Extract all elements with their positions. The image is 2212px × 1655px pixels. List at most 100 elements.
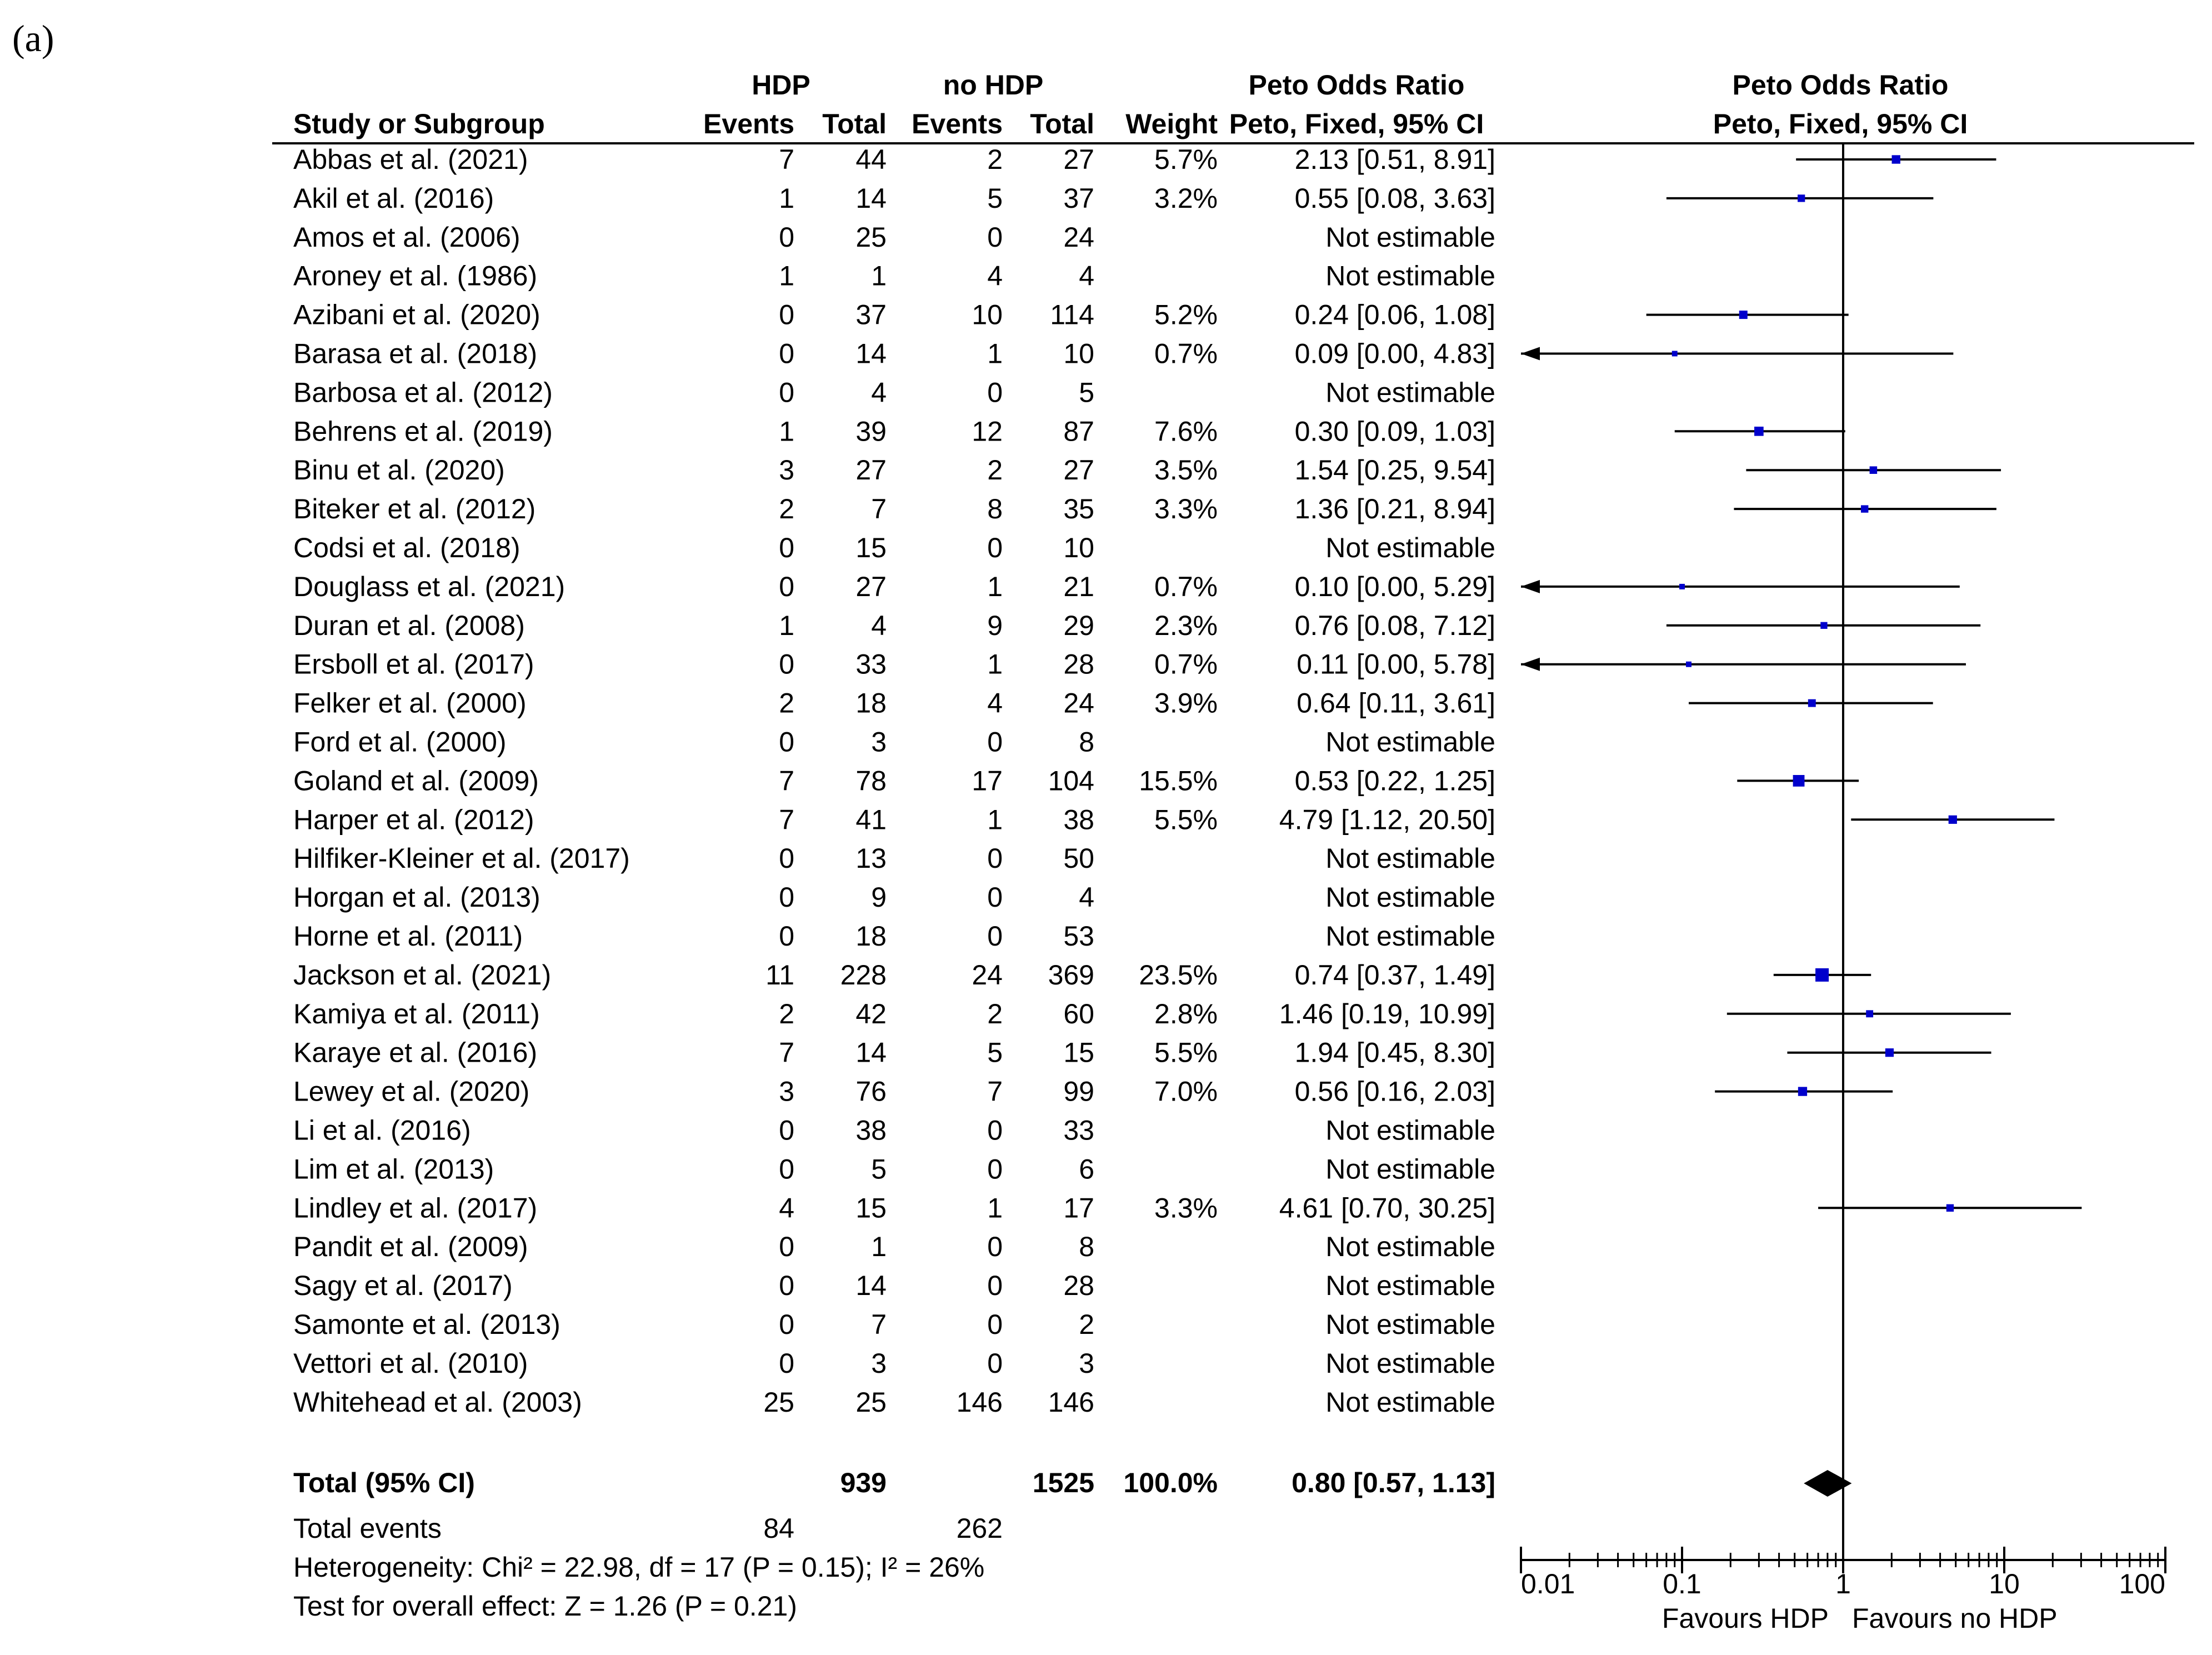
no-hdp-total: 28 — [1063, 1270, 1094, 1301]
no-hdp-total: 33 — [1063, 1115, 1094, 1146]
study-name: Jackson et al. (2021) — [293, 959, 551, 991]
study-ci: Not estimable — [1325, 921, 1495, 952]
hdp-total: 76 — [855, 1076, 887, 1107]
study-rows: Abbas et al. (2021) 7 4 4 2 27 5.7% 2.13 [0.51,… — [293, 144, 1495, 1418]
no-hdp-events: 0 — [987, 1153, 1003, 1184]
study-ci: Not estimable — [1325, 1270, 1495, 1301]
no-hdp-events: 1 — [987, 338, 1003, 369]
ci-arrow — [1521, 657, 1540, 671]
no-hdp-total: 146 — [1048, 1387, 1094, 1418]
hdp-events: 0 — [779, 222, 794, 253]
hdp-total: 13 — [855, 843, 887, 874]
hdp-total: 25 — [855, 1387, 887, 1418]
study-name: Binu et al. (2020) — [293, 454, 505, 486]
no-hdp-total: 38 — [1063, 804, 1094, 835]
ci-arrow — [1521, 579, 1540, 593]
hdp-events: 1 — [779, 261, 794, 292]
no-hdp-events: 146 — [957, 1387, 1003, 1418]
hdp-events: 0 — [779, 1348, 794, 1379]
table-row: Biteker et al. (2012) 2 7 8 35 3.3% 1.36 [0.21… — [293, 493, 1495, 524]
study-name: Horgan et al. (2013) — [293, 882, 541, 913]
no-hdp-total: 53 — [1063, 921, 1094, 952]
no-hdp-total: 8 — [1079, 727, 1094, 758]
or-marker — [1861, 505, 1869, 513]
study-name: Karaye et al. (2016) — [293, 1037, 537, 1068]
study-name: Ersboll et al. (2017) — [293, 649, 534, 680]
hdp-total: 44 — [855, 144, 887, 175]
study-ci: 0.09 [0.00, 4.83] — [1295, 338, 1495, 369]
study-ci: 0.24 [0.06, 1.08] — [1295, 299, 1495, 331]
no-hdp-total: 369 — [1048, 959, 1094, 991]
total-n1: 939 — [840, 1467, 887, 1498]
study-name: Lewey et al. (2020) — [293, 1076, 529, 1107]
no-hdp-events: 24 — [972, 959, 1003, 991]
total-weight: 100.0% — [1123, 1467, 1218, 1498]
hdp-total: 15 — [855, 532, 887, 563]
total-n2: 1525 — [1033, 1467, 1094, 1498]
study-name: Vettori et al. (2010) — [293, 1348, 528, 1379]
hdp-total: 37 — [855, 299, 887, 331]
no-hdp-events: 7 — [987, 1076, 1003, 1107]
hdp-events: 0 — [779, 532, 794, 563]
hdp-total: 3 — [871, 1348, 887, 1379]
hdp-events: 0 — [779, 1115, 794, 1146]
hdp-events: 0 — [779, 1153, 794, 1184]
study-ci: 0.10 [0.00, 5.29] — [1295, 571, 1495, 602]
or-marker — [1793, 774, 1805, 787]
no-hdp-events: 0 — [987, 921, 1003, 952]
or-marker — [1815, 968, 1829, 982]
study-ci: 1.36 [0.21, 8.94] — [1295, 493, 1495, 524]
no-hdp-total: 8 — [1079, 1231, 1094, 1262]
no-hdp-total: 35 — [1063, 493, 1094, 524]
or-marker — [1808, 699, 1816, 707]
study-ci: Not estimable — [1325, 1387, 1495, 1418]
hdp-total: 27 — [855, 454, 887, 486]
study-name: Duran et al. (2008) — [293, 610, 525, 641]
no-hdp-total: 37 — [1063, 183, 1094, 214]
table-row: Behrens et al. (2019) 1 39 12 87 7.6% 0.30 [0.… — [293, 416, 1495, 447]
hdp-events: 0 — [779, 649, 794, 680]
study-ci: 0.11 [0.00, 5.78] — [1297, 649, 1495, 680]
hdp-total: 42 — [855, 998, 887, 1029]
total-ci: 0.80 [0.57, 1.13] — [1292, 1467, 1495, 1498]
study-weight: 5.5% — [1154, 1037, 1218, 1068]
or-marker — [1820, 622, 1828, 629]
x-tick-label: 0.1 — [1663, 1568, 1701, 1599]
header-group1: HDP — [752, 69, 810, 101]
or-marker — [1866, 1010, 1874, 1018]
hdp-events: 0 — [779, 338, 794, 369]
hdp-events: 1 — [779, 610, 794, 641]
hdp-total: 1 — [871, 1231, 887, 1262]
no-hdp-total: 29 — [1063, 610, 1094, 641]
study-ci: 0.30 [0.09, 1.03] — [1295, 416, 1495, 447]
study-weight: 3.9% — [1154, 688, 1218, 719]
hdp-total: 4 — [871, 377, 887, 408]
x-tick-label: 10 — [1989, 1568, 2020, 1599]
study-name: Abbas et al. (2021) — [293, 144, 528, 175]
x-tick-label: 0.01 — [1521, 1568, 1575, 1599]
no-hdp-events: 0 — [987, 1270, 1003, 1301]
hdp-events: 25 — [763, 1387, 794, 1418]
study-name: Ford et al. (2000) — [293, 727, 507, 758]
table-row: Jackson et al. (2021) 11 228 24 369 23.5% 0.74… — [293, 959, 1495, 991]
study-weight: 5.7% — [1154, 144, 1218, 175]
study-ci: 1.46 [0.19, 10.99] — [1279, 998, 1495, 1029]
no-hdp-events: 10 — [972, 299, 1003, 331]
table-row: Codsi et al. (2018) 0 15 0 10 Not estimable — [293, 532, 1495, 563]
or-marker — [1885, 1048, 1894, 1057]
no-hdp-events: 17 — [972, 765, 1003, 796]
hdp-total: 25 — [855, 222, 887, 253]
header-group2: no HDP — [943, 69, 1044, 101]
study-name: Goland et al. (2009) — [293, 765, 539, 796]
no-hdp-events: 9 — [987, 610, 1003, 641]
study-ci: 2.13 [0.51, 8.91] — [1295, 144, 1495, 175]
no-hdp-total: 10 — [1063, 532, 1094, 563]
no-hdp-events: 1 — [987, 804, 1003, 835]
overall-effect-text: Test for overall effect: Z = 1.26 (P = 0… — [293, 1591, 797, 1622]
no-hdp-total: 28 — [1063, 649, 1094, 680]
study-weight: 0.7% — [1154, 571, 1218, 602]
header-or-method: Peto, Fixed, 95% CI — [1229, 108, 1484, 139]
no-hdp-total: 24 — [1063, 222, 1094, 253]
or-marker — [1679, 583, 1685, 589]
hdp-events: 0 — [779, 299, 794, 331]
